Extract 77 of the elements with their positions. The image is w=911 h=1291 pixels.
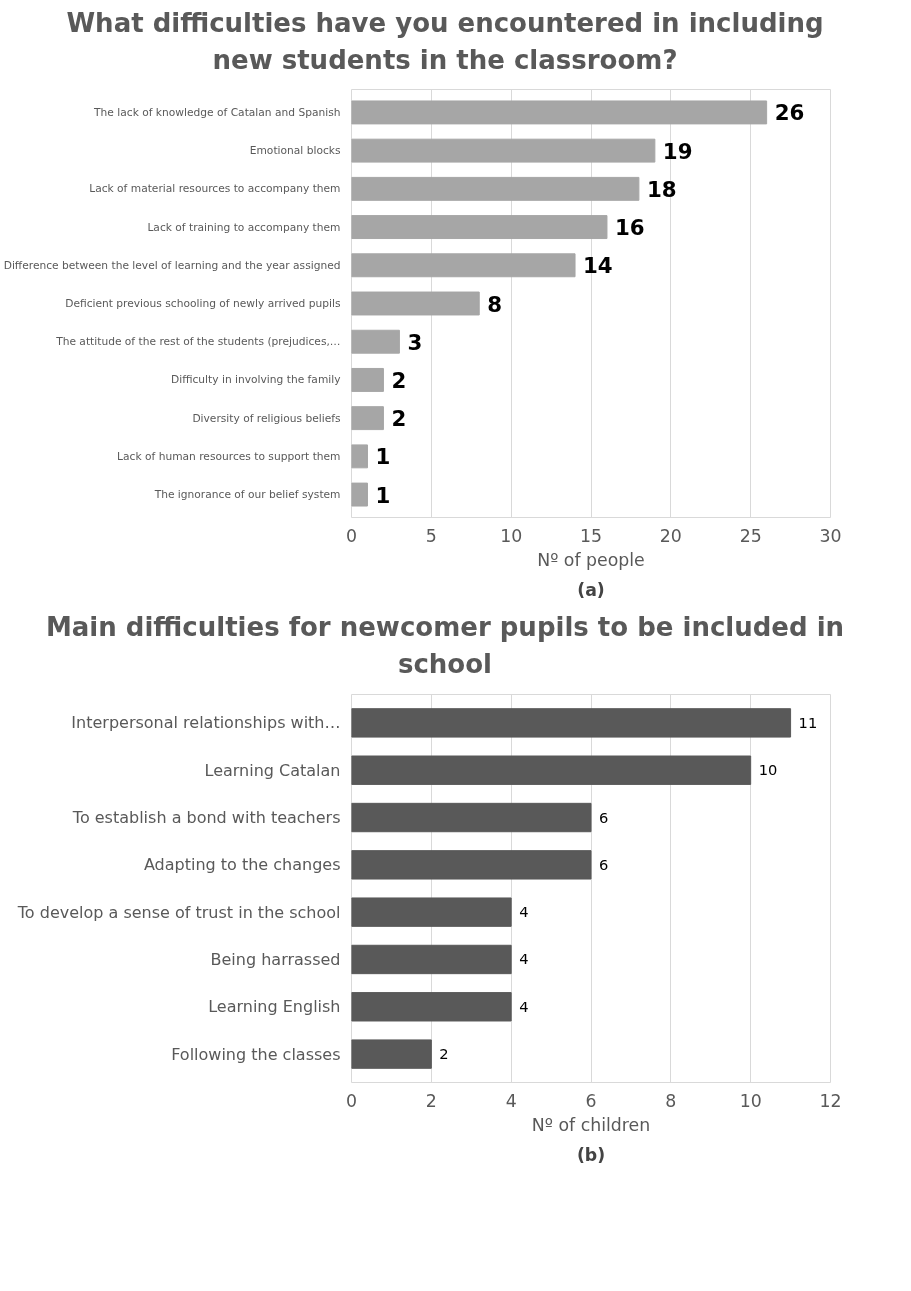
x-tick-label: 10 [500,525,523,546]
x-axis-title: Nº of people [537,549,645,570]
data-label: 4 [519,950,529,968]
bar [351,368,384,393]
x-tick-label: 15 [579,525,603,546]
x-tick-label: 25 [739,525,762,546]
x-tick-label: 30 [819,525,842,546]
x-tick-label: 10 [739,1090,762,1111]
data-label: 14 [583,253,613,279]
data-label: 10 [758,760,778,778]
x-tick-label: 8 [665,1090,677,1111]
data-label: 2 [391,368,407,394]
data-label: 1 [375,482,391,508]
data-label: 11 [798,713,818,731]
bar [351,100,768,125]
y-tick-label: Diversity of religious beliefs [192,411,341,425]
x-tick-label: 20 [659,525,682,546]
y-tick-label: To establish a bond with teachers [71,807,341,827]
bar [351,482,368,507]
bar [351,1038,432,1069]
y-tick-label: To develop a sense of trust in the school [16,902,341,922]
y-tick-label: Being harrassed [210,949,341,969]
x-tick-label: 0 [345,1090,358,1111]
bar [351,802,592,832]
x-tick-label: 0 [345,525,358,546]
data-label: 18 [646,177,677,203]
y-tick-label: Lack of material resources to accompany them [89,182,341,196]
data-label: 19 [662,138,693,164]
bar [351,707,792,738]
y-tick-label: Difficulty in involving the family [171,373,341,387]
x-tick-label: 4 [505,1090,517,1111]
y-tick-label: The ignorance of our belief system [153,488,341,502]
y-tick-label: The lack of knowledge of Catalan and Spanish [93,106,341,120]
bar [351,444,368,469]
bar [351,849,592,880]
bar [351,991,512,1022]
bar [351,330,400,354]
y-tick-label: The attitude of the rest of the students (prejudices,… [55,335,341,349]
bar [351,291,480,316]
text: (b) [576,1144,606,1165]
y-tick-label: Learning Catalan [204,760,341,780]
bar [351,755,752,785]
x-tick-label: 5 [425,525,437,546]
y-tick-label: Lack of human resources to support them [117,450,341,464]
data-label: 2 [439,1044,449,1062]
chart-title: What difficulties have you encountered in including new students in the classroom? [65,7,825,78]
y-tick-label: Adapting to the changes [143,854,341,874]
y-tick-label: Interpersonal relationships with… [71,712,341,732]
bar [351,406,384,431]
data-label: 1 [375,444,391,470]
data-label: 4 [519,997,529,1015]
data-label: 26 [774,100,805,126]
x-tick-label: 12 [819,1090,842,1111]
bar [351,215,608,240]
y-tick-label: Difference between the level of learning and the year assigned [3,259,341,273]
bar [351,138,656,163]
data-label: 3 [407,330,423,355]
x-axis-title: Nº of children [531,1114,651,1135]
y-tick-label: Lack of training to accompany them [147,220,341,234]
data-label: 4 [519,902,529,920]
data-label: 6 [599,855,609,873]
y-tick-label: Emotional blocks [249,144,341,158]
x-tick-label: 2 [425,1090,437,1111]
y-tick-label: Deficient previous schooling of newly arrived pupils [65,297,341,311]
x-tick-label: 6 [585,1090,597,1111]
text: (a) [577,579,605,600]
bar [351,253,576,278]
y-tick-label: Following the classes [171,1044,341,1064]
bar [351,944,512,974]
bar [351,177,640,202]
data-label: 8 [487,291,503,317]
data-label: 16 [614,215,645,241]
chart-title: Main difficulties for newcomer pupils to be included in school [44,611,846,682]
data-label: 6 [599,808,609,826]
data-label: 2 [391,406,407,432]
bar [351,897,512,927]
y-tick-label: Learning English [208,996,341,1016]
